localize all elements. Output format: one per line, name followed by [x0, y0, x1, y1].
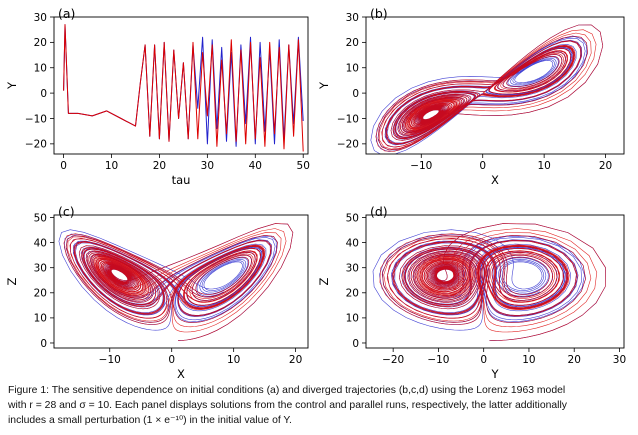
y-tick-label: 40 — [34, 237, 47, 249]
y-tick-label: 10 — [346, 313, 359, 325]
y-tick-label: 10 — [346, 63, 359, 75]
figure-caption: Figure 1: The sensitive dependence on in… — [8, 383, 632, 428]
y-tick-label: 20 — [34, 37, 47, 49]
x-tick-label: −20 — [382, 354, 404, 366]
y-tick-label: 0 — [40, 88, 47, 100]
y-tick-label: −20 — [337, 139, 359, 151]
y-tick-label: 0 — [352, 88, 359, 100]
x-tick-label: −10 — [410, 160, 432, 172]
plot-area — [372, 223, 606, 341]
panel-b: −10 0 10 20 −20 −10 0 10 20 30 X Y (b) — [317, 6, 625, 187]
x-tick-label: 20 — [289, 354, 302, 366]
x-tick-label: 50 — [297, 160, 310, 172]
x-tick-label: 20 — [153, 160, 166, 172]
plot-area — [63, 24, 304, 152]
caption-line-1: Figure 1: The sensitive dependence on in… — [8, 385, 566, 396]
y-tick-label: 30 — [346, 262, 359, 274]
x-tick-label: 30 — [613, 354, 626, 366]
x-axis-label: X — [491, 173, 499, 187]
axes-frame — [53, 214, 309, 349]
y-tick-label: 50 — [346, 212, 359, 224]
y-tick-label: 20 — [34, 288, 47, 300]
y-tick-label: 10 — [34, 63, 47, 75]
panel-label: (c) — [58, 204, 75, 219]
x-tick-label: 0 — [60, 160, 67, 172]
y-axis-label: Z — [5, 277, 19, 285]
x-tick-label: 40 — [249, 160, 262, 172]
trajectory-perturbed — [375, 24, 604, 152]
x-tick-label: 10 — [537, 160, 550, 172]
y-tick-label: −20 — [25, 139, 47, 151]
plot-area — [370, 24, 604, 154]
panel-label: (d) — [370, 204, 388, 219]
x-tick-label: 20 — [568, 354, 581, 366]
x-tick-label: 30 — [201, 160, 214, 172]
y-tick-label: 30 — [34, 12, 47, 24]
y-tick-label: 30 — [34, 262, 47, 274]
y-tick-label: 40 — [346, 237, 359, 249]
x-axis-label: X — [177, 367, 185, 380]
y-axis-label: Y — [317, 81, 331, 90]
x-tick-label: 20 — [599, 160, 612, 172]
trajectory-perturbed — [63, 223, 294, 341]
y-tick-label: 0 — [352, 338, 359, 350]
y-tick-label: 20 — [346, 37, 359, 49]
y-tick-label: 50 — [34, 212, 47, 224]
axes-frame — [365, 16, 625, 155]
x-tick-label: −10 — [427, 354, 449, 366]
y-axis-label: Y — [5, 81, 19, 90]
x-tick-label: 10 — [227, 354, 240, 366]
axes-frame — [53, 16, 309, 155]
y-tick-label: 20 — [346, 288, 359, 300]
y-tick-label: −10 — [337, 113, 359, 125]
x-tick-label: 10 — [105, 160, 118, 172]
panel-label: (b) — [370, 6, 388, 21]
caption-line-3: includes a small perturbation (1 × e⁻¹⁰)… — [8, 415, 292, 426]
y-tick-label: 10 — [34, 313, 47, 325]
x-axis-label: tau — [172, 173, 191, 187]
caption-line-2: with r = 28 and σ = 10. Each panel displ… — [8, 400, 567, 411]
y-tick-label: 30 — [346, 12, 359, 24]
panel-label: (a) — [58, 6, 75, 21]
panel-a: 0 10 20 30 40 50 −20 −10 0 10 20 30 tau Y (a) — [5, 6, 310, 187]
panel-c: −10 0 10 20 0 10 20 30 40 50 X Z (c) — [5, 204, 309, 380]
x-tick-label: 10 — [522, 354, 535, 366]
x-axis-label: Y — [490, 367, 499, 380]
plot-area — [58, 223, 294, 341]
series-perturbed-line — [63, 24, 304, 152]
y-axis-label: Z — [317, 277, 331, 285]
y-tick-label: −10 — [25, 113, 47, 125]
y-tick-label: 0 — [40, 338, 47, 350]
x-tick-label: 0 — [479, 160, 486, 172]
x-tick-label: −10 — [99, 354, 121, 366]
trajectory-perturbed — [379, 223, 606, 341]
x-tick-label: 0 — [480, 354, 487, 366]
axes-frame — [365, 214, 625, 349]
panel-d: −20 −10 0 10 20 30 0 10 20 30 40 50 Y Z (d) — [317, 204, 626, 380]
x-tick-label: 0 — [168, 354, 175, 366]
